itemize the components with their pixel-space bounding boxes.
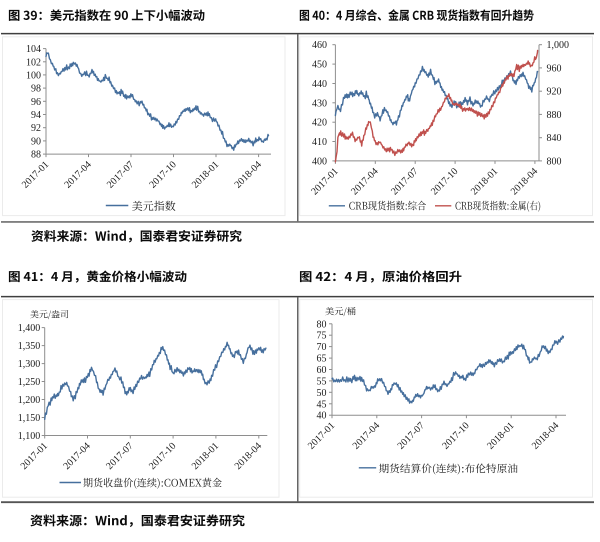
svg-text:102: 102 xyxy=(26,57,41,68)
svg-text:1,400: 1,400 xyxy=(18,323,41,334)
svg-text:1,000: 1,000 xyxy=(547,40,570,51)
svg-text:70: 70 xyxy=(317,342,327,353)
svg-text:80: 80 xyxy=(317,319,327,330)
svg-text:40: 40 xyxy=(317,411,327,422)
svg-text:420: 420 xyxy=(312,118,327,129)
svg-text:1,300: 1,300 xyxy=(18,359,41,370)
svg-text:450: 450 xyxy=(312,60,327,71)
svg-text:460: 460 xyxy=(312,40,327,51)
svg-text:60: 60 xyxy=(317,365,327,376)
svg-text:410: 410 xyxy=(312,137,327,148)
svg-text:65: 65 xyxy=(317,354,327,365)
svg-text:75: 75 xyxy=(317,331,327,342)
svg-text:92: 92 xyxy=(31,123,41,134)
svg-text:50: 50 xyxy=(317,388,327,399)
svg-text:1,100: 1,100 xyxy=(18,431,41,442)
svg-text:440: 440 xyxy=(312,79,327,90)
svg-text:400: 400 xyxy=(312,156,327,167)
svg-text:960: 960 xyxy=(547,63,562,74)
svg-text:800: 800 xyxy=(547,156,562,167)
svg-text:840: 840 xyxy=(547,133,562,144)
svg-text:96: 96 xyxy=(31,97,41,108)
svg-text:880: 880 xyxy=(547,110,562,121)
svg-text:1,200: 1,200 xyxy=(18,395,41,406)
svg-text:430: 430 xyxy=(312,98,327,109)
svg-text:94: 94 xyxy=(31,110,41,121)
svg-text:90: 90 xyxy=(31,136,41,147)
svg-text:920: 920 xyxy=(547,87,562,98)
svg-text:1,250: 1,250 xyxy=(18,377,41,388)
svg-text:45: 45 xyxy=(317,399,327,410)
svg-text:55: 55 xyxy=(317,376,327,387)
svg-text:1,150: 1,150 xyxy=(18,413,41,424)
svg-text:88: 88 xyxy=(31,150,41,161)
svg-text:100: 100 xyxy=(26,70,41,81)
svg-text:104: 104 xyxy=(26,44,41,55)
svg-text:98: 98 xyxy=(31,84,41,95)
svg-text:1,350: 1,350 xyxy=(18,341,41,352)
